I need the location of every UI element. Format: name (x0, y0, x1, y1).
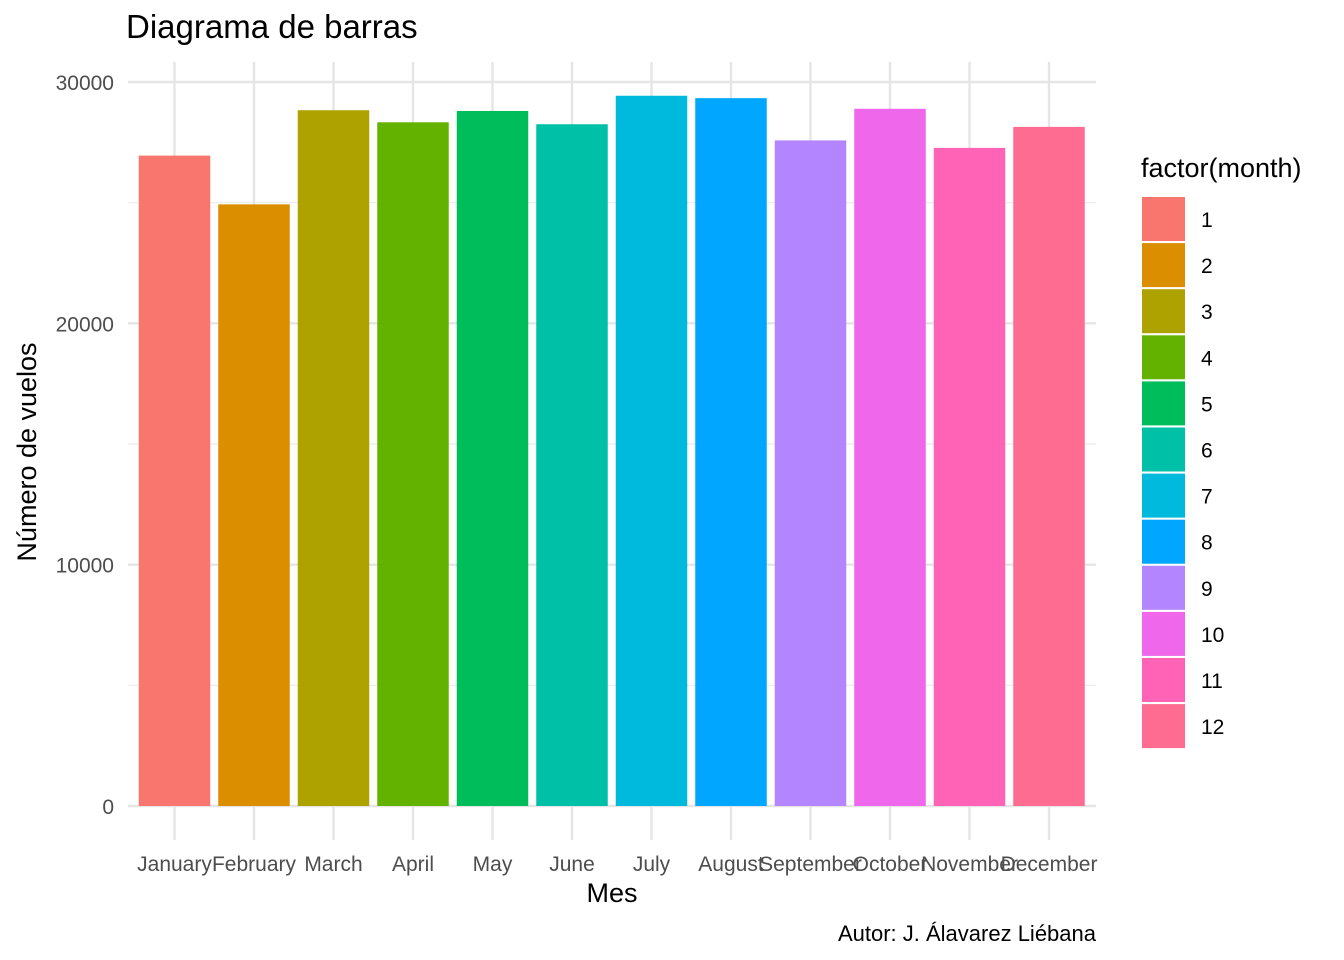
legend-label: 6 (1201, 440, 1213, 463)
legend-label: 3 (1201, 301, 1213, 324)
legend-label: 7 (1201, 486, 1213, 509)
x-tick-label: September (759, 853, 862, 876)
legend-label: 5 (1201, 393, 1213, 416)
legend-label: 12 (1201, 716, 1224, 739)
y-tick-label: 20000 (56, 313, 114, 336)
x-tick-label: January (137, 853, 212, 876)
x-axis-ticks: January February March April May June July Augu… (137, 853, 1097, 876)
x-tick-label: December (1001, 853, 1098, 876)
bar-april (377, 122, 449, 806)
legend-label: 4 (1201, 347, 1213, 370)
legend-title: factor(month) (1141, 153, 1302, 183)
legend-label: 1 (1201, 209, 1213, 232)
y-tick-label: 30000 (56, 72, 114, 95)
legend-key (1142, 658, 1185, 702)
bar-october (854, 108, 926, 806)
legend-label: 10 (1201, 624, 1224, 647)
caption: Autor: J. Álavarez Liébana (838, 921, 1097, 946)
legend-label: 11 (1201, 670, 1223, 693)
bar-january (138, 155, 211, 806)
y-axis-ticks: 0 10000 20000 30000 (56, 72, 114, 819)
y-tick-label: 0 (102, 796, 114, 819)
bar-july (615, 95, 688, 807)
legend-key (1142, 427, 1185, 472)
bars (138, 95, 1085, 807)
legend-key (1142, 704, 1185, 749)
x-axis-label: Mes (586, 878, 637, 908)
legend-key (1142, 197, 1185, 241)
y-tick-label: 10000 (56, 555, 114, 578)
legend-key (1142, 381, 1185, 426)
bar-november (933, 147, 1006, 806)
x-tick-label: June (549, 853, 595, 876)
legend-key (1142, 519, 1185, 564)
legend-label: 2 (1201, 255, 1213, 278)
x-tick-label: November (921, 853, 1018, 876)
legend-key (1142, 565, 1185, 610)
legend-key (1142, 243, 1185, 288)
x-tick-label: March (304, 853, 362, 876)
legend-key (1142, 473, 1185, 518)
legend-label: 9 (1201, 578, 1213, 601)
x-tick-label: August (698, 853, 764, 876)
x-tick-label: October (853, 853, 928, 876)
bar-june (536, 124, 608, 806)
bar-may (456, 110, 529, 806)
chart-title: Diagrama de barras (126, 8, 418, 45)
bar-december (1013, 126, 1085, 806)
legend-key (1142, 335, 1185, 380)
bar-march (297, 110, 370, 806)
x-tick-label: February (212, 853, 297, 876)
x-tick-label: April (392, 853, 434, 876)
legend-key (1142, 289, 1185, 334)
bar-september (774, 140, 847, 807)
bar-august (695, 98, 767, 807)
legend-key (1142, 611, 1185, 656)
x-tick-label: July (633, 853, 671, 876)
y-axis-label: Número de vuelos (12, 342, 42, 561)
legend-label: 8 (1201, 532, 1213, 555)
x-tick-label: May (473, 853, 513, 876)
bar-february (218, 204, 290, 806)
